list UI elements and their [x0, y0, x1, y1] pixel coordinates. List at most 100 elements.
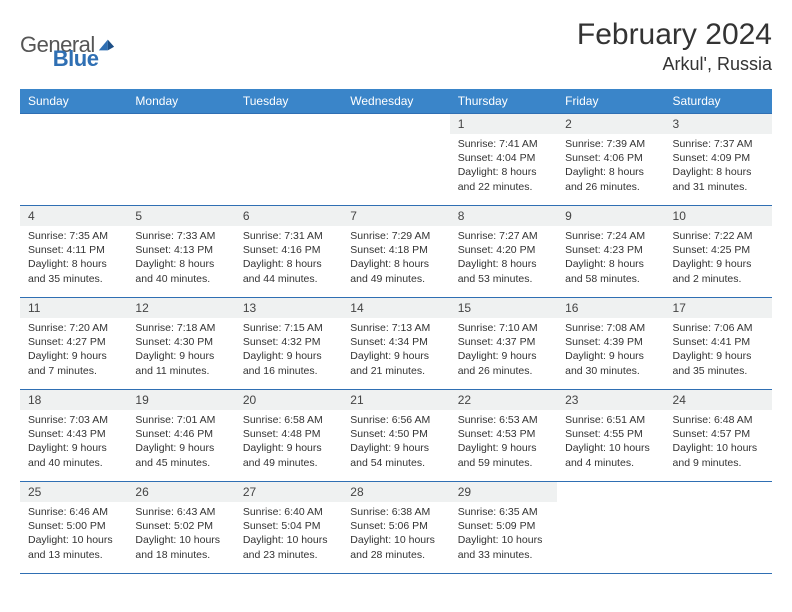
day-line-sunset: Sunset: 4:30 PM — [135, 335, 226, 349]
day-line-sunrise: Sunrise: 7:39 AM — [565, 137, 656, 151]
day-number: 27 — [235, 482, 342, 502]
calendar-cell: .. — [665, 482, 772, 574]
day-line-day1: Daylight: 8 hours — [565, 257, 656, 271]
day-line-day1: Daylight: 9 hours — [350, 441, 441, 455]
day-line-day1: Daylight: 9 hours — [565, 349, 656, 363]
day-line-sunrise: Sunrise: 7:01 AM — [135, 413, 226, 427]
day-number: 26 — [127, 482, 234, 502]
calendar-cell: 23Sunrise: 6:51 AMSunset: 4:55 PMDayligh… — [557, 390, 664, 482]
day-line-day1: Daylight: 8 hours — [28, 257, 119, 271]
day-details: Sunrise: 7:24 AMSunset: 4:23 PMDaylight:… — [557, 226, 664, 288]
day-line-day2: and 49 minutes. — [243, 456, 334, 470]
calendar-week-row: ........1Sunrise: 7:41 AMSunset: 4:04 PM… — [20, 114, 772, 206]
day-line-sunrise: Sunrise: 6:40 AM — [243, 505, 334, 519]
day-line-day1: Daylight: 10 hours — [135, 533, 226, 547]
day-line-day2: and 16 minutes. — [243, 364, 334, 378]
day-number: 9 — [557, 206, 664, 226]
day-line-day2: and 59 minutes. — [458, 456, 549, 470]
calendar-week-row: 18Sunrise: 7:03 AMSunset: 4:43 PMDayligh… — [20, 390, 772, 482]
day-line-day2: and 30 minutes. — [565, 364, 656, 378]
day-line-sunset: Sunset: 4:48 PM — [243, 427, 334, 441]
day-line-sunrise: Sunrise: 6:53 AM — [458, 413, 549, 427]
day-line-day2: and 26 minutes. — [458, 364, 549, 378]
day-line-sunrise: Sunrise: 7:41 AM — [458, 137, 549, 151]
day-line-sunset: Sunset: 4:50 PM — [350, 427, 441, 441]
logo-word2: Blue — [53, 46, 99, 72]
day-details: Sunrise: 6:38 AMSunset: 5:06 PMDaylight:… — [342, 502, 449, 564]
day-line-sunrise: Sunrise: 7:03 AM — [28, 413, 119, 427]
day-line-sunrise: Sunrise: 7:08 AM — [565, 321, 656, 335]
day-line-sunset: Sunset: 4:09 PM — [673, 151, 764, 165]
day-details: Sunrise: 6:58 AMSunset: 4:48 PMDaylight:… — [235, 410, 342, 472]
day-line-day2: and 26 minutes. — [565, 180, 656, 194]
day-line-sunrise: Sunrise: 6:38 AM — [350, 505, 441, 519]
day-details: Sunrise: 7:03 AMSunset: 4:43 PMDaylight:… — [20, 410, 127, 472]
calendar-cell: 7Sunrise: 7:29 AMSunset: 4:18 PMDaylight… — [342, 206, 449, 298]
day-line-day2: and 33 minutes. — [458, 548, 549, 562]
calendar-cell: 3Sunrise: 7:37 AMSunset: 4:09 PMDaylight… — [665, 114, 772, 206]
day-number: 24 — [665, 390, 772, 410]
day-details: Sunrise: 6:56 AMSunset: 4:50 PMDaylight:… — [342, 410, 449, 472]
calendar-cell: 5Sunrise: 7:33 AMSunset: 4:13 PMDaylight… — [127, 206, 234, 298]
day-number: 10 — [665, 206, 772, 226]
day-line-sunset: Sunset: 4:43 PM — [28, 427, 119, 441]
day-line-day1: Daylight: 8 hours — [243, 257, 334, 271]
day-line-day2: and 11 minutes. — [135, 364, 226, 378]
day-line-day1: Daylight: 8 hours — [458, 165, 549, 179]
day-number: 29 — [450, 482, 557, 502]
day-line-day1: Daylight: 9 hours — [135, 349, 226, 363]
day-details: Sunrise: 7:10 AMSunset: 4:37 PMDaylight:… — [450, 318, 557, 380]
weekday-header: Thursday — [450, 89, 557, 114]
weekday-header: Sunday — [20, 89, 127, 114]
calendar-cell: 4Sunrise: 7:35 AMSunset: 4:11 PMDaylight… — [20, 206, 127, 298]
day-line-sunset: Sunset: 4:41 PM — [673, 335, 764, 349]
day-number: 25 — [20, 482, 127, 502]
day-line-sunset: Sunset: 4:23 PM — [565, 243, 656, 257]
day-line-sunset: Sunset: 4:25 PM — [673, 243, 764, 257]
day-details: Sunrise: 7:31 AMSunset: 4:16 PMDaylight:… — [235, 226, 342, 288]
day-details: Sunrise: 7:13 AMSunset: 4:34 PMDaylight:… — [342, 318, 449, 380]
day-line-day2: and 31 minutes. — [673, 180, 764, 194]
calendar-cell: 19Sunrise: 7:01 AMSunset: 4:46 PMDayligh… — [127, 390, 234, 482]
day-line-day1: Daylight: 10 hours — [565, 441, 656, 455]
calendar-cell: 12Sunrise: 7:18 AMSunset: 4:30 PMDayligh… — [127, 298, 234, 390]
calendar-cell: 6Sunrise: 7:31 AMSunset: 4:16 PMDaylight… — [235, 206, 342, 298]
day-line-sunset: Sunset: 5:06 PM — [350, 519, 441, 533]
day-number: 18 — [20, 390, 127, 410]
day-number: 14 — [342, 298, 449, 318]
day-line-sunset: Sunset: 4:46 PM — [135, 427, 226, 441]
day-line-day1: Daylight: 10 hours — [673, 441, 764, 455]
day-line-day1: Daylight: 9 hours — [350, 349, 441, 363]
calendar-cell: 20Sunrise: 6:58 AMSunset: 4:48 PMDayligh… — [235, 390, 342, 482]
day-line-day1: Daylight: 8 hours — [458, 257, 549, 271]
day-line-day2: and 40 minutes. — [135, 272, 226, 286]
day-line-sunrise: Sunrise: 7:29 AM — [350, 229, 441, 243]
day-line-day1: Daylight: 9 hours — [135, 441, 226, 455]
day-details: Sunrise: 6:53 AMSunset: 4:53 PMDaylight:… — [450, 410, 557, 472]
day-details: Sunrise: 6:43 AMSunset: 5:02 PMDaylight:… — [127, 502, 234, 564]
day-details: Sunrise: 7:29 AMSunset: 4:18 PMDaylight:… — [342, 226, 449, 288]
day-line-day2: and 28 minutes. — [350, 548, 441, 562]
day-line-day2: and 7 minutes. — [28, 364, 119, 378]
day-number: 15 — [450, 298, 557, 318]
calendar-cell: 28Sunrise: 6:38 AMSunset: 5:06 PMDayligh… — [342, 482, 449, 574]
day-line-sunset: Sunset: 4:13 PM — [135, 243, 226, 257]
calendar-cell: .. — [127, 114, 234, 206]
calendar-cell: 9Sunrise: 7:24 AMSunset: 4:23 PMDaylight… — [557, 206, 664, 298]
calendar-cell: 2Sunrise: 7:39 AMSunset: 4:06 PMDaylight… — [557, 114, 664, 206]
day-line-sunset: Sunset: 4:55 PM — [565, 427, 656, 441]
calendar-cell: .. — [342, 114, 449, 206]
calendar-cell: 26Sunrise: 6:43 AMSunset: 5:02 PMDayligh… — [127, 482, 234, 574]
day-line-day1: Daylight: 10 hours — [243, 533, 334, 547]
day-number: 22 — [450, 390, 557, 410]
weekday-header: Monday — [127, 89, 234, 114]
day-line-sunrise: Sunrise: 6:56 AM — [350, 413, 441, 427]
day-details: Sunrise: 7:35 AMSunset: 4:11 PMDaylight:… — [20, 226, 127, 288]
title-block: February 2024 Arkul', Russia — [577, 18, 772, 75]
calendar-cell: 13Sunrise: 7:15 AMSunset: 4:32 PMDayligh… — [235, 298, 342, 390]
day-number: 12 — [127, 298, 234, 318]
day-line-day2: and 4 minutes. — [565, 456, 656, 470]
header: General Blue February 2024 Arkul', Russi… — [20, 18, 772, 75]
day-line-sunrise: Sunrise: 7:13 AM — [350, 321, 441, 335]
logo-triangle-icon — [97, 36, 115, 54]
